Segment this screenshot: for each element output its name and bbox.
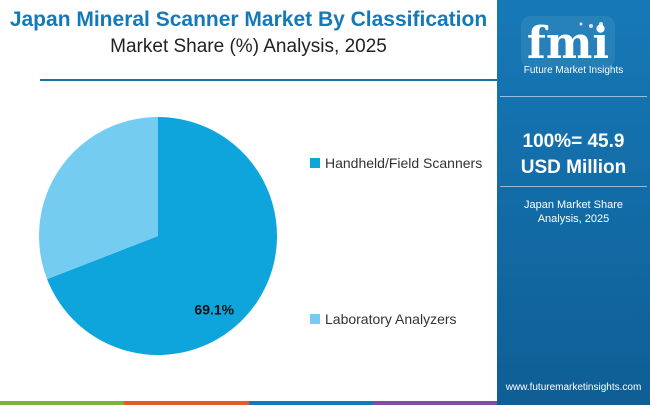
legend-swatch <box>310 314 320 324</box>
footer-bar-segment <box>372 401 497 405</box>
pie-chart: 69.1% <box>38 117 277 355</box>
legend-label: Handheld/Field Scanners <box>325 155 483 171</box>
sidebar-note-line2: Analysis, 2025 <box>537 213 610 225</box>
footer-bar-segment <box>124 401 249 405</box>
pie-slice-1 <box>47 117 277 355</box>
market-total-unit: USD Million <box>520 157 627 178</box>
footer-color-bar <box>0 401 497 405</box>
sidebar-note-line1: Japan Market Share <box>523 199 624 211</box>
logo-caption: Future Market Insights <box>523 65 624 76</box>
pie-slice-2 <box>38 117 158 280</box>
pie-data-label-1: 69.1% <box>194 301 234 317</box>
legend-item: Laboratory Analyzers <box>310 311 457 327</box>
chart-subtitle: Market Share (%) Analysis, 2025 <box>110 36 387 57</box>
sidebar-note: Japan Market Share Analysis, 2025 <box>497 198 650 226</box>
fmi-logo: fmi <box>521 16 615 68</box>
market-total-value: 100%= 45.9 <box>522 131 625 152</box>
footer-bar-segment <box>0 401 125 405</box>
logo-wordmark: fmi <box>527 18 609 68</box>
legend-label: Laboratory Analyzers <box>325 311 457 327</box>
sidebar-divider-2 <box>500 186 647 187</box>
legend-item: Handheld/Field Scanners <box>310 155 482 171</box>
legend-swatch <box>310 158 320 168</box>
title-divider <box>40 79 497 81</box>
chart-title: Japan Mineral Scanner Market By Classifi… <box>9 8 488 31</box>
sidebar-panel <box>497 0 650 405</box>
sidebar-divider <box>500 96 647 97</box>
market-total: 100%= 45.9 USD Million <box>497 129 650 181</box>
website-link[interactable]: www.futuremarketinsights.com <box>505 382 642 393</box>
footer-bar-segment <box>248 401 373 405</box>
